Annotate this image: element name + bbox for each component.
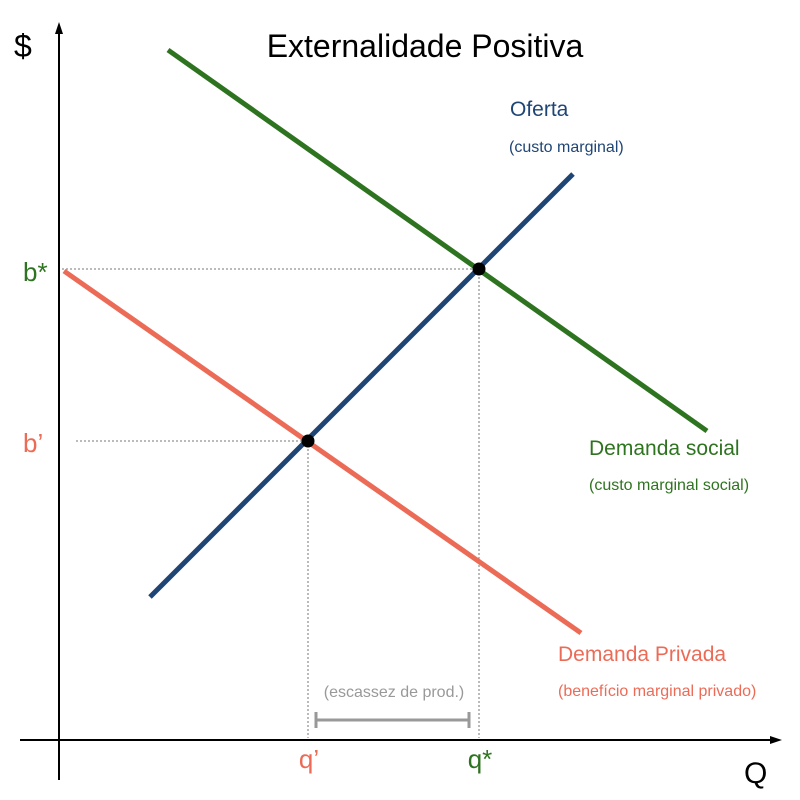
price-label-b-star: b* <box>23 257 48 287</box>
guide-lines <box>62 268 480 738</box>
x-axis-arrow <box>770 736 782 744</box>
social-demand-label: Demanda social <box>589 437 740 460</box>
social-demand-sublabel: (custo marginal social) <box>589 477 749 494</box>
shortage-label: (escassez de prod.) <box>324 684 465 701</box>
price-label-b-prime: b’ <box>23 428 43 458</box>
diagram-title: Externalidade Positiva <box>267 28 584 64</box>
quantity-label-q-prime: q’ <box>299 744 319 774</box>
social-equilibrium-point <box>472 262 486 276</box>
shortage-bracket <box>314 712 471 728</box>
private-demand-curve <box>62 268 583 636</box>
y-axis-label: $ <box>14 28 32 64</box>
social-demand-curve <box>166 47 709 434</box>
private-equilibrium-point <box>301 434 315 448</box>
quantity-label-q-star: q* <box>468 744 493 774</box>
y-axis-arrow <box>55 22 63 34</box>
supply-curve <box>148 172 575 599</box>
private-demand-label: Demanda Privada <box>558 643 726 666</box>
private-demand-sublabel: (benefício marginal privado) <box>558 683 756 700</box>
x-axis-label: Q <box>744 757 767 790</box>
supply-label: Oferta <box>510 98 569 121</box>
supply-sublabel: (custo marginal) <box>509 139 624 156</box>
